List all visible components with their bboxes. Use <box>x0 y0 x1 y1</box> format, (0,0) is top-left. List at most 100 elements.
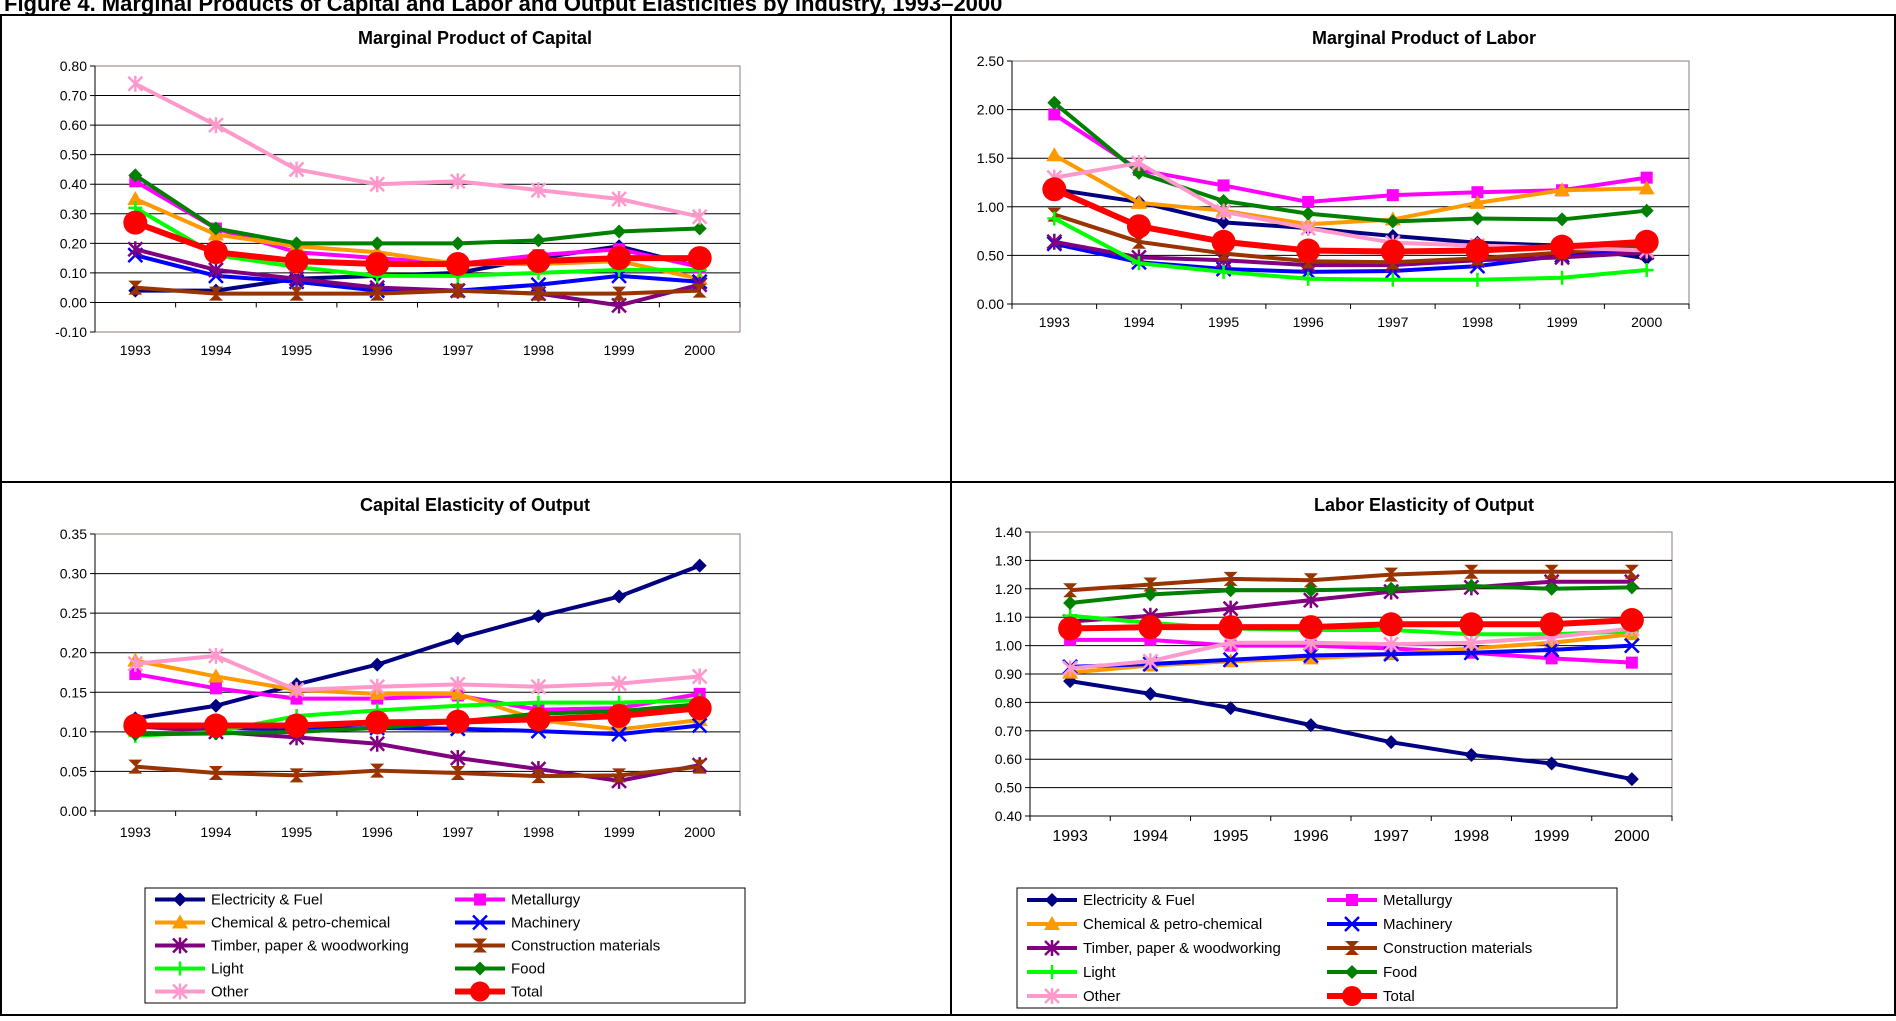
legend-marker <box>473 961 487 976</box>
y-tick-label: 0.70 <box>60 88 87 104</box>
y-tick-label: 0.00 <box>60 294 87 310</box>
data-point <box>450 631 465 646</box>
y-tick-label: 0.50 <box>60 147 87 163</box>
legend-marker <box>173 892 187 907</box>
legend-label: Light <box>1083 964 1116 981</box>
y-tick-label: 0.05 <box>60 763 87 779</box>
data-point <box>607 246 632 271</box>
data-point <box>1301 271 1316 286</box>
data-point <box>207 668 224 683</box>
data-point <box>1384 567 1399 582</box>
data-point <box>1385 214 1400 229</box>
x-tick-label: 1995 <box>281 342 312 358</box>
x-tick-label: 1994 <box>1133 828 1169 845</box>
data-point <box>1303 718 1318 733</box>
data-point <box>1384 581 1399 596</box>
chart-svg: Labor Elasticity of Output 0.40 0.50 0.60 0.… <box>995 495 1673 1009</box>
data-point <box>1138 615 1163 640</box>
data-point <box>1131 165 1146 180</box>
data-point <box>1384 735 1399 750</box>
data-point <box>208 647 224 664</box>
y-tick-label: 0.30 <box>60 206 87 222</box>
x-tick-label: 1999 <box>1534 828 1570 845</box>
legend-marker <box>172 937 188 954</box>
data-point <box>449 173 466 190</box>
x-tick-label: 1993 <box>1039 314 1070 330</box>
legend-marker <box>473 938 487 953</box>
data-point <box>449 685 466 700</box>
legend-label: Other <box>1083 988 1121 1005</box>
legend-label: Electricity & Fuel <box>1083 892 1195 909</box>
legend-label: Timber, paper & woodworking <box>1083 940 1281 957</box>
data-point <box>1300 220 1317 237</box>
data-point <box>208 766 223 781</box>
y-tick-label: 0.60 <box>995 751 1022 767</box>
data-point <box>1143 587 1158 602</box>
x-tick-label: 2000 <box>1614 828 1650 845</box>
data-point <box>208 286 223 301</box>
series-line <box>135 698 700 738</box>
data-point <box>1215 203 1232 220</box>
data-point <box>1143 686 1158 701</box>
data-point <box>1062 660 1079 677</box>
x-tick-label: 1996 <box>362 342 393 358</box>
legend-marker <box>470 981 490 1002</box>
legend-item-machinery: Machinery <box>1327 916 1453 933</box>
chart-labor-elasticity: Labor Elasticity of Output 0.40 0.50 0.60 0.… <box>952 483 1896 1016</box>
data-point <box>450 766 465 781</box>
series-total <box>123 210 712 277</box>
chart-capital-elasticity: Capital Elasticity of Output 0.00 0.05 0.10… <box>0 483 950 1016</box>
legend-item-food: Food <box>455 961 545 978</box>
legend-marker <box>1346 894 1358 906</box>
data-point <box>612 224 627 239</box>
chart-svg: Marginal Product of Capital -0.10 0.00 0.10… <box>55 28 741 358</box>
data-point <box>284 713 309 738</box>
series-line <box>134 658 700 732</box>
legend-item-chemical-and-petro-chemical: Chemical & petro-chemical <box>1027 916 1262 933</box>
series-line <box>134 173 700 246</box>
series-construction-materials <box>128 280 707 301</box>
x-tick-label: 2000 <box>684 824 715 840</box>
x-tick-label: 1993 <box>120 824 151 840</box>
data-point <box>209 682 222 695</box>
legend-item-construction-materials: Construction materials <box>455 938 660 955</box>
data-point <box>687 696 712 721</box>
data-point <box>370 657 385 672</box>
series-line <box>1053 239 1647 268</box>
data-point <box>1301 206 1316 221</box>
data-point <box>611 675 627 692</box>
data-point <box>288 681 305 698</box>
data-point <box>531 286 546 301</box>
data-point <box>1470 211 1485 226</box>
chart-marginal-product-labor: Marginal Product of Labor 0.00 0.50 1.00 1.5… <box>952 14 1896 481</box>
data-point <box>1639 262 1654 277</box>
series-construction-materials <box>128 759 707 784</box>
plot-area <box>1011 60 1690 305</box>
data-point <box>1223 571 1238 586</box>
data-point <box>365 710 390 735</box>
y-tick-label: 0.10 <box>60 724 87 740</box>
legend-item-total: Total <box>1327 986 1415 1006</box>
series-line <box>1069 679 1633 782</box>
data-point <box>612 768 627 783</box>
chart-svg: Capital Elasticity of Output 0.00 0.05 0.10… <box>60 495 746 1004</box>
y-tick-label: 2.00 <box>977 102 1004 118</box>
outer-frame <box>0 14 1896 1016</box>
legend-label: Total <box>1383 988 1415 1005</box>
y-tick-label: 0.40 <box>995 808 1022 824</box>
legend-item-machinery: Machinery <box>455 915 581 932</box>
legend-marker <box>1345 941 1359 955</box>
data-point <box>208 117 224 134</box>
data-point <box>1624 580 1639 595</box>
y-tick-label: 0.20 <box>60 235 87 251</box>
series-line <box>134 672 701 712</box>
series-line <box>135 285 700 296</box>
chart-title: Marginal Product of Capital <box>358 28 592 48</box>
x-tick-label: 1999 <box>603 342 634 358</box>
series-line <box>1053 153 1647 227</box>
data-point <box>1223 701 1238 716</box>
data-point <box>369 176 386 193</box>
data-point <box>526 707 551 732</box>
x-tick-label: 1995 <box>1208 314 1239 330</box>
legend-item-metallurgy: Metallurgy <box>455 892 581 909</box>
